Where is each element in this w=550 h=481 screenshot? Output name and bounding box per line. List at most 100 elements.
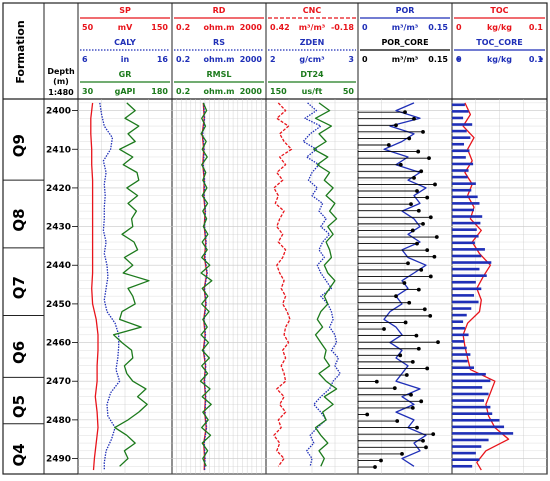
curve-name-por_core: POR_CORE bbox=[381, 38, 428, 47]
toc-core-bar bbox=[452, 248, 485, 251]
toc-core-bar bbox=[452, 418, 500, 422]
por-core-point bbox=[412, 175, 416, 180]
toc-core-bar bbox=[452, 445, 482, 448]
toc-core-bar bbox=[452, 162, 474, 166]
curve-name-por: POR bbox=[396, 6, 415, 15]
toc-core-bar bbox=[452, 320, 464, 323]
por-core-point bbox=[425, 195, 430, 200]
toc-core-bar bbox=[452, 372, 486, 376]
por-core-point bbox=[403, 320, 408, 325]
toc-core-bar bbox=[452, 405, 491, 409]
por-core-point bbox=[403, 110, 407, 115]
toc-core-bar bbox=[452, 267, 480, 271]
toc-core-bar bbox=[452, 116, 464, 120]
curve-name-dt24: DT24 bbox=[300, 70, 324, 79]
depth-header-scale: 1:480 bbox=[48, 88, 74, 97]
zone-label: Q9 bbox=[10, 134, 28, 157]
por-core-point bbox=[416, 208, 421, 213]
curve-max-gr: 180 bbox=[151, 87, 168, 96]
curve-rmsl bbox=[199, 102, 213, 467]
por-core-point bbox=[433, 182, 437, 187]
toc-core-bar bbox=[452, 300, 479, 304]
curve-name-caly: CALY bbox=[114, 38, 136, 47]
curve-name-zden: ZDEN bbox=[300, 38, 325, 47]
por-core-point bbox=[415, 189, 419, 193]
curve-max-por_core: 0.15 bbox=[428, 55, 448, 64]
curve-unit-toc_core: kg/kg bbox=[487, 55, 512, 64]
toc-core-bar bbox=[452, 142, 465, 146]
curve-min-rmsl: 0.2 bbox=[176, 87, 190, 96]
toc-core-bar bbox=[452, 458, 480, 461]
toc-core-bar bbox=[452, 386, 483, 389]
por-core-point bbox=[395, 419, 400, 423]
por-core-point bbox=[428, 215, 433, 220]
depth-tick-label: 2410 bbox=[46, 145, 71, 155]
curve-unit-cnc: m³/m³ bbox=[299, 23, 326, 32]
por-core-point bbox=[427, 156, 431, 161]
curve-unit-gr: gAPI bbox=[115, 87, 136, 96]
toc-core-bar bbox=[452, 274, 487, 277]
por-core-point bbox=[410, 405, 415, 410]
por-core-point bbox=[424, 445, 428, 450]
por-core-point bbox=[365, 412, 370, 417]
toc-core-bar bbox=[452, 254, 482, 258]
curve-min-por_core: 0 bbox=[362, 55, 368, 64]
depth-tick-label: 2490 bbox=[46, 455, 71, 465]
curve-name-toc: TOC bbox=[490, 6, 508, 15]
toc-core-bar bbox=[452, 261, 492, 264]
toc-core-bar bbox=[452, 326, 465, 330]
curve-max-toc: 0.1 bbox=[529, 23, 544, 32]
curve-sp bbox=[90, 102, 99, 471]
por-core-point bbox=[407, 300, 412, 305]
legend-marker bbox=[456, 57, 460, 61]
curve-cnc bbox=[273, 102, 293, 467]
toc-core-bar bbox=[452, 451, 476, 455]
toc-core-bar bbox=[452, 280, 476, 284]
por-core-point bbox=[421, 221, 425, 226]
depth-tick-label: 2430 bbox=[46, 223, 71, 233]
por-core-point bbox=[400, 451, 404, 456]
por-core-point bbox=[416, 346, 421, 351]
por-core-point bbox=[374, 379, 379, 384]
toc-core-bar bbox=[452, 188, 472, 192]
por-core-point bbox=[419, 169, 424, 174]
por-core-point bbox=[373, 465, 377, 469]
depth-tick-label: 2400 bbox=[46, 107, 71, 117]
por-core-point bbox=[428, 313, 433, 318]
por-core-point bbox=[407, 136, 412, 141]
toc-core-bar bbox=[452, 221, 481, 225]
por-core-point bbox=[425, 248, 430, 253]
por-core-point bbox=[392, 386, 397, 391]
curve-name-rs: RS bbox=[213, 38, 225, 47]
toc-core-bar bbox=[452, 307, 472, 310]
curve-min-caly: 6 bbox=[82, 55, 88, 64]
toc-core-bar bbox=[452, 156, 466, 159]
por-core-point bbox=[416, 287, 421, 292]
toc-core-bar bbox=[452, 129, 467, 133]
por-core-point bbox=[386, 143, 391, 147]
curve-max-sp: 150 bbox=[151, 23, 168, 32]
curve-max-toc_core: 0.1 bbox=[529, 55, 544, 64]
toc-core-bar bbox=[452, 195, 478, 199]
por-core-point bbox=[406, 261, 410, 266]
curve-caly bbox=[99, 102, 121, 471]
por-core-point bbox=[398, 353, 403, 358]
curve-name-gr: GR bbox=[119, 70, 132, 79]
depth-tick-label: 2420 bbox=[46, 184, 71, 194]
toc-core-bar bbox=[452, 182, 476, 185]
toc-core-bar bbox=[452, 346, 467, 350]
curve-unit-rmsl: ohm.m bbox=[204, 87, 235, 96]
curve-min-sp: 50 bbox=[82, 23, 94, 32]
toc-core-bar bbox=[452, 110, 469, 113]
toc-core-bar bbox=[452, 169, 469, 172]
toc-core-bar bbox=[452, 215, 483, 218]
toc-core-bar bbox=[452, 340, 465, 343]
legend-marker bbox=[539, 57, 543, 61]
curve-name-cnc: CNC bbox=[303, 6, 322, 15]
curve-min-rs: 0.2 bbox=[176, 55, 190, 64]
curve-unit-caly: in bbox=[121, 55, 130, 64]
curve-max-caly: 16 bbox=[157, 55, 169, 64]
curve-unit-sp: mV bbox=[118, 23, 133, 32]
por-core-point bbox=[402, 281, 407, 285]
curve-min-toc: 0 bbox=[456, 23, 462, 32]
